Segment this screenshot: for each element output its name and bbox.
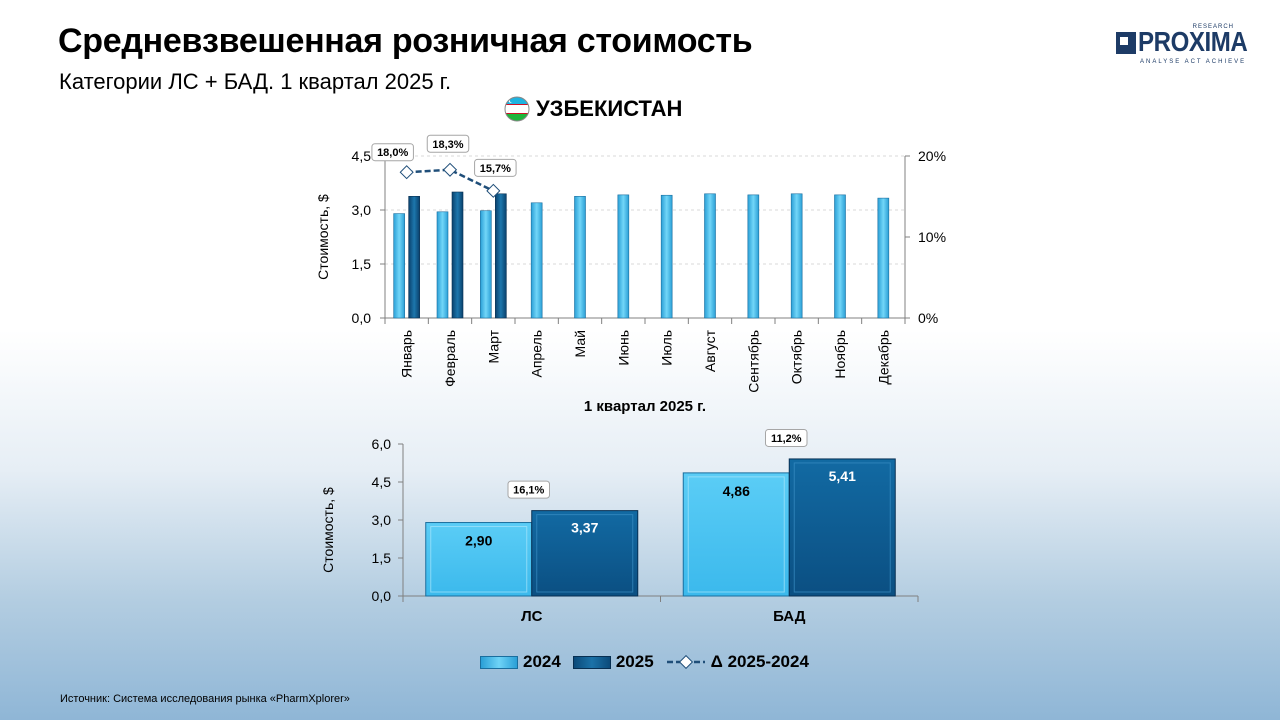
top-x-tick-label: Июнь xyxy=(615,330,631,366)
top-bar-2025 xyxy=(451,191,464,319)
legend-delta-line-icon xyxy=(666,655,705,669)
bottom-data-label-2025: 5,41 xyxy=(829,468,856,484)
logo-tagline: ANALYSE ACT ACHIEVE xyxy=(1140,59,1247,65)
bottom-x-tick-label: БАД xyxy=(773,608,806,625)
bottom-x-tick-label: ЛС xyxy=(521,608,543,625)
top-delta-label: 15,7% xyxy=(480,163,511,175)
bottom-delta-label: 11,2% xyxy=(771,433,802,445)
legend-label-2024: 2024 xyxy=(523,652,561,671)
bottom-bar-2025 xyxy=(531,510,639,597)
top-bar-2024 xyxy=(877,197,890,319)
top-y-tick-label: 1,5 xyxy=(352,256,372,272)
chart-legend: 2024 2025 Δ 2025-2024 xyxy=(480,652,821,672)
bottom-y-tick-label: 4,5 xyxy=(372,474,392,490)
top-y2-tick-label: 20% xyxy=(918,148,946,164)
top-delta-point xyxy=(399,165,414,180)
top-x-axis-title: 1 квартал 2025 г. xyxy=(584,398,706,415)
bottom-bar-2025-bevel xyxy=(536,514,634,593)
logo-research: RESEARCH xyxy=(1192,24,1234,30)
top-y2-tick-label: 0% xyxy=(918,310,938,326)
proxima-logo-mark-icon xyxy=(1116,32,1136,54)
top-delta-point xyxy=(486,183,501,198)
top-bar-2024 xyxy=(393,213,405,319)
top-bar-2024 xyxy=(617,194,630,319)
bottom-bar-2024-bevel xyxy=(687,476,785,593)
monthly-chart: 0,0 1,5 3,0 4,5 0% 10% 20% Январь Февраль Март Апр… xyxy=(315,134,946,415)
top-bar-2024 xyxy=(834,194,846,319)
bottom-y-tick-label: 3,0 xyxy=(372,512,392,528)
legend-item-2024: 2024 xyxy=(480,652,561,672)
top-x-tick-label: Август xyxy=(702,329,718,372)
logo-text: PROXIMA xyxy=(1138,26,1248,57)
bottom-y-tick-label: 6,0 xyxy=(372,436,392,452)
bottom-bar-2025 xyxy=(788,458,896,597)
bottom-y-tick-label: 0,0 xyxy=(372,588,392,604)
top-bar-2024 xyxy=(436,211,449,319)
top-delta-label: 18,0% xyxy=(377,147,408,159)
bottom-bar-2025-bevel xyxy=(793,462,891,593)
top-y2-tick-label: 10% xyxy=(918,229,946,245)
bottom-y-tick-label: 1,5 xyxy=(372,550,392,566)
page-title: Средневзвешенная розничная стоимость xyxy=(58,22,753,60)
uzbekistan-flag-icon xyxy=(504,96,530,122)
legend-swatch-2025 xyxy=(572,655,611,669)
legend-swatch-2024 xyxy=(480,655,518,669)
top-y-tick-label: 4,5 xyxy=(352,148,372,164)
top-x-tick-label: Март xyxy=(485,329,501,363)
bottom-y-axis-title: Стоимость, $ xyxy=(320,487,336,573)
country-header: УЗБЕКИСТАН xyxy=(504,96,682,122)
bottom-delta-label-box xyxy=(765,428,808,447)
top-bar-2024 xyxy=(660,194,673,319)
top-x-tick-label: Декабрь xyxy=(875,330,891,385)
top-x-tick-label: Апрель xyxy=(529,330,545,378)
category-chart: 0,0 1,5 3,0 4,5 6,0 2,90 3,37 16,1% ЛС 4,86 5,41 11… xyxy=(320,428,919,625)
top-x-tick-label: Октябрь xyxy=(789,330,805,384)
page-subtitle: Категории ЛС + БАД. 1 квартал 2025 г. xyxy=(59,69,452,94)
legend-item-2025: 2025 xyxy=(572,652,654,672)
top-x-tick-label: Июль xyxy=(659,330,675,366)
bottom-data-label-2024: 4,86 xyxy=(723,483,750,499)
top-y-tick-label: 0,0 xyxy=(352,310,372,326)
top-bar-2024 xyxy=(747,194,760,319)
top-bar-2024 xyxy=(574,196,586,319)
bottom-delta-label: 16,1% xyxy=(513,485,544,497)
top-bar-2024 xyxy=(704,193,716,319)
top-delta-line xyxy=(406,168,494,192)
top-delta-label: 18,3% xyxy=(432,139,463,151)
bottom-bar-2024-bevel xyxy=(430,526,528,593)
top-delta-label-box xyxy=(426,134,470,153)
legend-item-delta: Δ 2025-2024 xyxy=(666,652,809,672)
top-x-tick-label: Ноябрь xyxy=(832,330,848,379)
source-note: Источник: Система исследования рынка «Ph… xyxy=(60,693,350,705)
top-bar-2024 xyxy=(530,202,543,319)
top-delta-label-box xyxy=(371,143,414,162)
bottom-data-label-2024: 2,90 xyxy=(465,533,492,549)
top-bar-2025 xyxy=(408,196,420,319)
top-bar-2025 xyxy=(495,193,507,319)
top-y-axis-title: Стоимость, $ xyxy=(315,194,331,280)
top-delta-label-box xyxy=(474,158,517,177)
country-name: УЗБЕКИСТАН xyxy=(536,96,683,121)
top-bar-2024 xyxy=(480,210,492,319)
top-y-tick-label: 3,0 xyxy=(352,202,372,218)
bottom-bar-2024 xyxy=(425,522,533,597)
bottom-delta-label-box xyxy=(507,480,550,499)
top-bar-2024 xyxy=(790,193,803,319)
top-x-tick-label: Май xyxy=(572,330,588,357)
bottom-data-label-2025: 3,37 xyxy=(571,520,598,536)
top-x-tick-label: Сентябрь xyxy=(745,330,761,393)
top-x-tick-label: Январь xyxy=(399,330,415,378)
proxima-logo: PROXIMA RESEARCH ANALYSE ACT ACHIEVE xyxy=(1116,24,1256,70)
legend-label-delta: Δ 2025-2024 xyxy=(710,652,809,671)
top-x-tick-label: Февраль xyxy=(442,330,458,387)
top-delta-point xyxy=(442,162,458,177)
legend-label-2025: 2025 xyxy=(615,652,654,671)
